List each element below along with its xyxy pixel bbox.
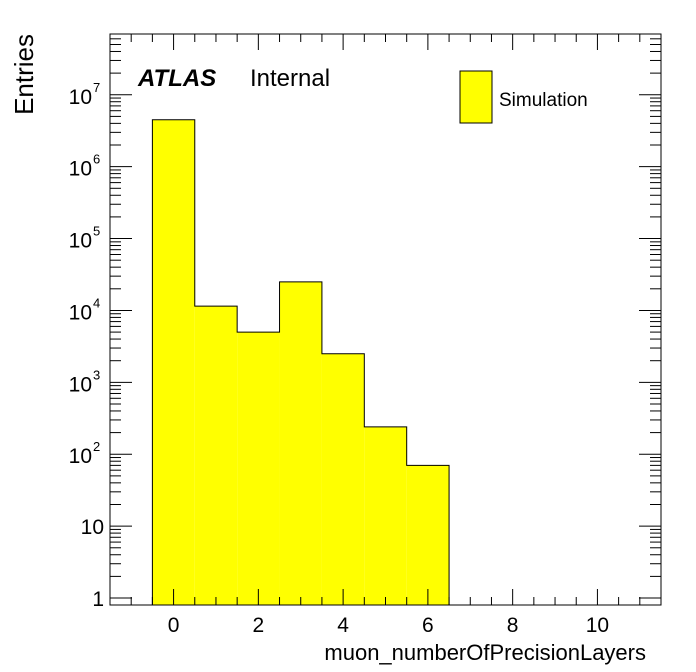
histogram-bar-6 xyxy=(406,465,450,605)
y-tick-label-1e6: 10 xyxy=(69,158,92,181)
y-tick-label-1e5: 10 xyxy=(69,230,92,253)
internal-label: Internal xyxy=(250,65,330,92)
axis-ticks xyxy=(109,33,662,605)
x-tick-label-6: 6 xyxy=(422,614,434,637)
y-tick-label-exponent: 3 xyxy=(93,367,100,382)
plot-frame xyxy=(109,33,662,606)
y-tick-label-1e4: 10 xyxy=(69,301,92,324)
x-tick-label-2: 2 xyxy=(253,614,265,637)
y-tick-label-1: 1 xyxy=(92,588,104,611)
histogram-bar-0 xyxy=(152,119,195,605)
y-tick-label-1e3: 10 xyxy=(69,373,92,396)
legend: Simulation xyxy=(459,70,588,124)
y-tick-label-exponent: 5 xyxy=(93,224,100,239)
y-tick-label-exponent: 6 xyxy=(93,152,100,167)
histogram-outline xyxy=(151,119,450,605)
histogram-bar-3 xyxy=(279,281,322,605)
atlas-label: ATLAS xyxy=(137,65,216,92)
histogram-bar-2 xyxy=(237,332,280,605)
histogram-bars xyxy=(151,119,450,605)
x-tick-label-10: 10 xyxy=(586,614,609,637)
y-axis-title: Entries xyxy=(9,34,39,115)
y-tick-label-1e2: 10 xyxy=(69,445,92,468)
legend-label: Simulation xyxy=(499,90,588,111)
y-tick-label-1e7: 10 xyxy=(69,86,92,109)
x-tick-label-4: 4 xyxy=(337,614,349,637)
x-tick-label-0: 0 xyxy=(168,614,180,637)
histogram-bar-4 xyxy=(321,353,365,605)
legend-swatch xyxy=(459,70,493,124)
x-axis-title: muon_numberOfPrecisionLayers xyxy=(324,640,646,665)
x-tick-label-8: 8 xyxy=(507,614,519,637)
histogram-bar-1 xyxy=(194,306,238,605)
y-tick-label-exponent: 2 xyxy=(93,439,100,454)
y-tick-label-10: 10 xyxy=(81,516,104,539)
y-tick-label-exponent: 7 xyxy=(93,80,100,95)
y-tick-label-exponent: 4 xyxy=(93,295,100,310)
histogram-bar-5 xyxy=(364,426,407,605)
